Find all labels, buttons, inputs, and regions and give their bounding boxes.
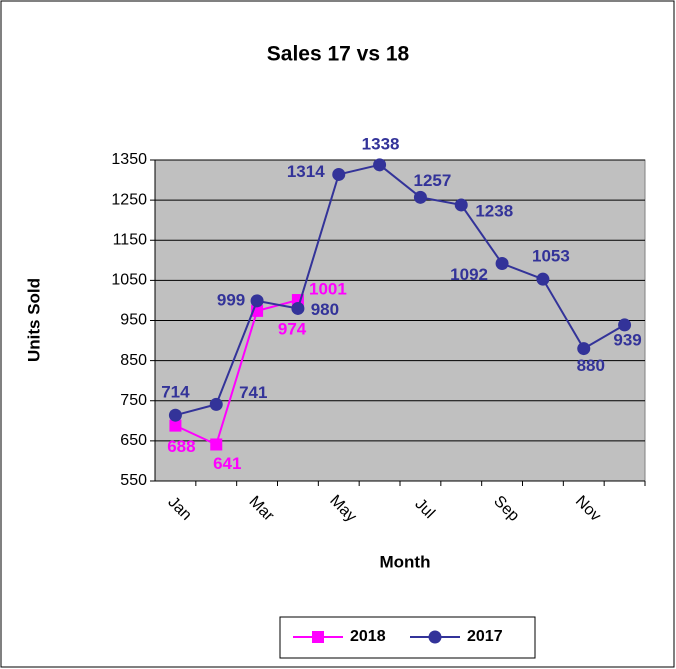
y-tick-label: 1350: [111, 151, 147, 168]
data-label: 641: [213, 454, 241, 473]
data-label: 980: [311, 300, 339, 319]
data-label: 1338: [362, 134, 400, 153]
marker: [454, 198, 468, 212]
data-label: 1314: [287, 162, 325, 181]
y-tick-label: 950: [120, 312, 147, 329]
marker: [332, 167, 346, 181]
data-label: 974: [278, 319, 307, 338]
data-label: 999: [217, 290, 245, 309]
y-tick-label: 550: [120, 472, 147, 489]
legend-marker: [428, 630, 442, 644]
chart-title: Sales 17 vs 18: [267, 43, 410, 66]
y-axis-label: Units Sold: [24, 278, 43, 362]
data-label: 1001: [309, 280, 347, 299]
marker: [413, 190, 427, 204]
y-tick-label: 1150: [113, 231, 148, 248]
data-label: 1257: [414, 171, 452, 190]
x-axis-label: Month: [380, 552, 431, 571]
y-tick-label: 850: [120, 352, 147, 369]
marker: [168, 408, 182, 422]
data-label: 880: [577, 356, 605, 375]
y-tick-label: 1250: [111, 191, 147, 208]
marker: [251, 304, 264, 317]
series-line: [175, 163, 626, 417]
data-label: 688: [167, 437, 195, 456]
y-tick-label: 750: [120, 392, 147, 409]
marker: [209, 397, 223, 411]
data-label: 714: [161, 383, 190, 402]
data-label: 1053: [532, 247, 570, 266]
legend-label: 2018: [350, 628, 386, 645]
y-tick-label: 650: [120, 432, 147, 449]
legend-marker: [312, 631, 324, 643]
data-label: 1092: [450, 265, 488, 284]
marker: [495, 257, 509, 271]
marker: [210, 438, 223, 451]
marker: [577, 342, 591, 356]
marker: [536, 272, 550, 286]
marker: [618, 318, 632, 332]
marker: [291, 301, 305, 315]
data-label: 939: [613, 330, 641, 349]
marker: [169, 419, 182, 432]
marker: [250, 294, 264, 308]
data-label: 1238: [475, 201, 513, 220]
data-label: 741: [239, 383, 267, 402]
y-tick-label: 1050: [111, 272, 147, 289]
legend-label: 2017: [467, 628, 503, 645]
marker: [373, 158, 387, 172]
